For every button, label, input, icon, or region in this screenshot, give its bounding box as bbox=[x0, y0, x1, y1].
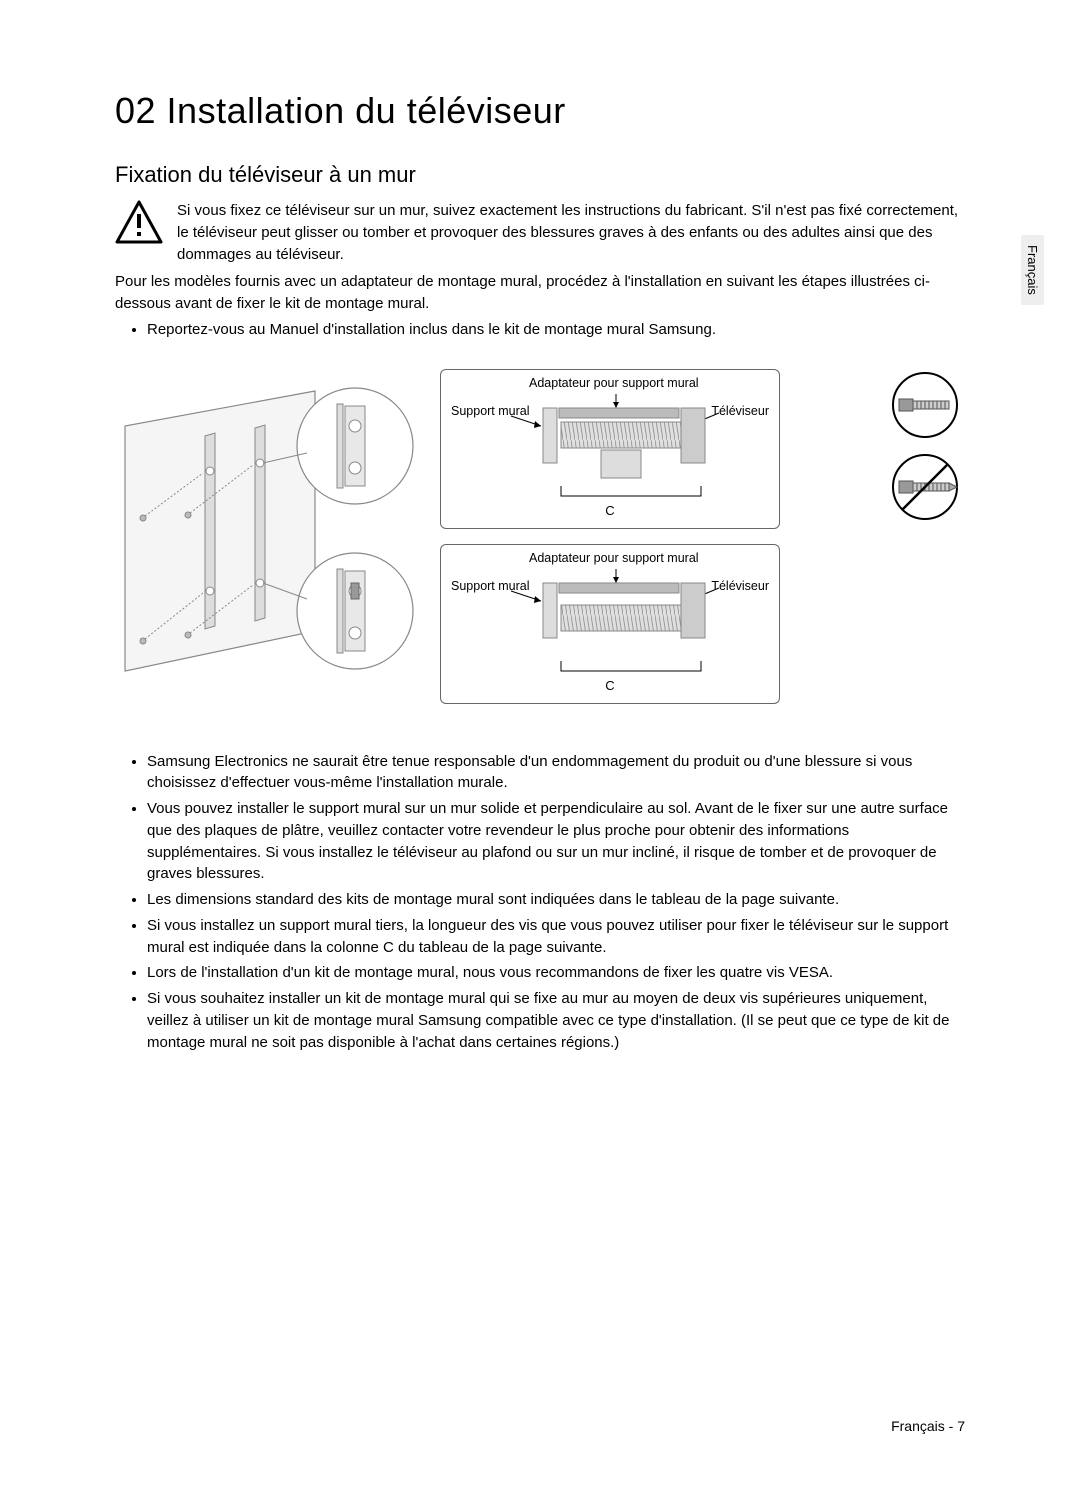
warning-block: Si vous fixez ce téléviseur sur un mur, … bbox=[115, 200, 965, 265]
page-footer: Français - 7 bbox=[891, 1418, 965, 1434]
lower-bullet-list: Samsung Electronics ne saurait être tenu… bbox=[115, 751, 965, 1054]
warning-icon bbox=[115, 200, 163, 249]
list-item: Lors de l'installation d'un kit de monta… bbox=[147, 962, 965, 984]
diagram-area: Adaptateur pour support mural Support mu… bbox=[115, 369, 965, 729]
diagram-box-bottom: Adaptateur pour support mural Support mu… bbox=[440, 544, 780, 704]
list-item: Samsung Electronics ne saurait être tenu… bbox=[147, 751, 965, 795]
list-item: Si vous souhaitez installer un kit de mo… bbox=[147, 988, 965, 1053]
list-item: Si vous installez un support mural tiers… bbox=[147, 915, 965, 959]
diagram-box-top: Adaptateur pour support mural Support mu… bbox=[440, 369, 780, 529]
c-label: C bbox=[441, 678, 779, 693]
intro-paragraph: Pour les modèles fournis avec un adaptat… bbox=[115, 271, 965, 315]
screw-icons bbox=[855, 369, 965, 534]
page-title: 02 Installation du téléviseur bbox=[115, 90, 965, 132]
warning-text: Si vous fixez ce téléviseur sur un mur, … bbox=[177, 200, 965, 265]
language-tab: Français bbox=[1021, 235, 1044, 305]
list-item: Les dimensions standard des kits de mont… bbox=[147, 889, 965, 911]
list-item: Vous pouvez installer le support mural s… bbox=[147, 798, 965, 885]
c-label: C bbox=[441, 503, 779, 518]
section-subtitle: Fixation du téléviseur à un mur bbox=[115, 162, 965, 188]
intro-bullet-list: Reportez-vous au Manuel d'installation i… bbox=[115, 319, 965, 341]
tv-panel-illustration bbox=[115, 381, 425, 716]
list-item: Reportez-vous au Manuel d'installation i… bbox=[147, 319, 965, 341]
